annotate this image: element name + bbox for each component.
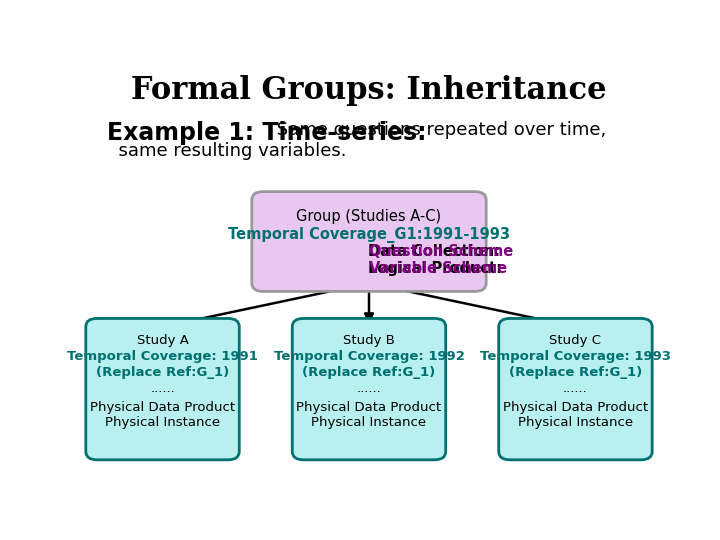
Text: Study B: Study B (343, 334, 395, 347)
FancyBboxPatch shape (252, 192, 486, 292)
FancyBboxPatch shape (499, 319, 652, 460)
Text: Same questions repeated over time,: Same questions repeated over time, (271, 121, 606, 139)
Text: Temporal Coverage_G1:1991-1993: Temporal Coverage_G1:1991-1993 (228, 227, 510, 242)
FancyBboxPatch shape (292, 319, 446, 460)
Text: Data Collection:: Data Collection: (368, 244, 505, 259)
Text: ......: ...... (356, 382, 382, 395)
Text: Physical Data Product: Physical Data Product (297, 401, 441, 414)
Text: Physical Data Product: Physical Data Product (90, 401, 235, 414)
Text: Physical Instance: Physical Instance (312, 416, 426, 429)
Text: Temporal Coverage: 1991: Temporal Coverage: 1991 (67, 350, 258, 363)
Text: (Replace Ref:G_1): (Replace Ref:G_1) (302, 366, 436, 379)
Text: Physical Instance: Physical Instance (105, 416, 220, 429)
FancyBboxPatch shape (86, 319, 239, 460)
Text: Example 1: Time-series:: Example 1: Time-series: (107, 121, 426, 145)
Text: (Replace Ref:G_1): (Replace Ref:G_1) (509, 366, 642, 379)
Text: Logical Product:: Logical Product: (368, 261, 507, 276)
Text: (Replace Ref:G_1): (Replace Ref:G_1) (96, 366, 229, 379)
Text: same resulting variables.: same resulting variables. (107, 141, 346, 160)
Text: ......: ...... (563, 382, 588, 395)
Text: Physical Data Product: Physical Data Product (503, 401, 648, 414)
Text: Question Scheme: Question Scheme (369, 244, 513, 259)
Text: Study A: Study A (137, 334, 189, 347)
Text: Study C: Study C (549, 334, 601, 347)
Text: Variable Scheme: Variable Scheme (369, 261, 507, 276)
Text: Temporal Coverage: 1993: Temporal Coverage: 1993 (480, 350, 671, 363)
Text: Physical Instance: Physical Instance (518, 416, 633, 429)
Text: Group (Studies A-C): Group (Studies A-C) (297, 209, 441, 224)
Text: Temporal Coverage: 1992: Temporal Coverage: 1992 (274, 350, 464, 363)
Text: Formal Groups: Inheritance: Formal Groups: Inheritance (131, 75, 607, 106)
Text: ......: ...... (150, 382, 175, 395)
